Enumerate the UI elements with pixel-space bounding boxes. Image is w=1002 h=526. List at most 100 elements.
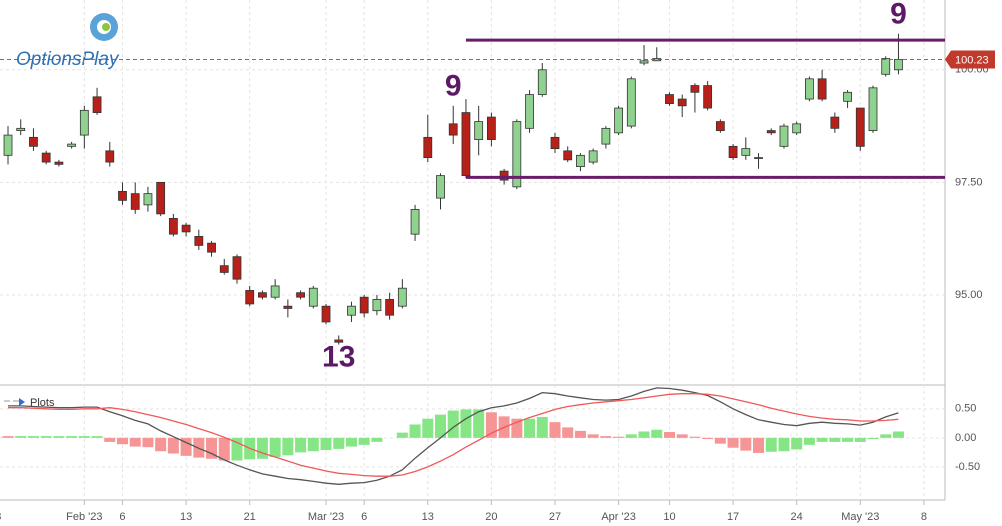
histogram-bar xyxy=(854,437,866,442)
candle-body xyxy=(54,161,64,165)
x-tick-label: Feb '23 xyxy=(66,511,102,523)
histogram-bar xyxy=(663,432,675,438)
candle-body xyxy=(359,296,369,314)
x-tick-label: 24 xyxy=(791,511,803,523)
candle-body xyxy=(436,175,445,199)
candle-body xyxy=(499,170,509,181)
histogram-bar xyxy=(116,437,128,445)
candle-body xyxy=(766,130,776,134)
candle-body xyxy=(588,150,598,163)
histogram-bar xyxy=(295,437,307,453)
histogram-bar xyxy=(562,427,574,438)
candle-body xyxy=(423,136,433,159)
histogram-bar xyxy=(104,437,116,442)
candle-body xyxy=(385,299,395,316)
histogram-bar xyxy=(422,418,434,438)
candle-body xyxy=(550,136,560,149)
candle-body xyxy=(3,134,13,156)
histogram-bar xyxy=(78,436,90,438)
candle-body xyxy=(143,193,153,206)
candle-body xyxy=(105,150,115,163)
histogram-bar xyxy=(473,409,485,438)
histogram-bar xyxy=(40,436,52,438)
histogram-bar xyxy=(702,437,714,440)
candle-body xyxy=(843,91,852,102)
x-tick-label: 13 xyxy=(422,511,434,523)
histogram-bar xyxy=(206,437,218,459)
candle-body xyxy=(779,125,789,147)
histogram-bar xyxy=(803,437,815,445)
candle-body xyxy=(665,94,674,104)
y-tick-label: 97.50 xyxy=(955,176,983,188)
histogram-bar xyxy=(829,437,841,442)
candle-body xyxy=(792,123,802,134)
legend-label: Plots xyxy=(30,397,55,409)
candle-body xyxy=(830,116,840,129)
candle-body xyxy=(372,299,382,312)
legend-toggle[interactable] xyxy=(19,398,25,406)
histogram-bar xyxy=(816,437,828,442)
histogram-bar xyxy=(536,416,548,438)
candle-body xyxy=(181,224,191,233)
last-price-label: 100.23 xyxy=(955,54,989,66)
candle-body xyxy=(461,112,471,177)
candle-body xyxy=(855,107,865,147)
x-tick-label: 10 xyxy=(663,511,675,523)
histogram-bar xyxy=(892,431,904,438)
candle-body xyxy=(474,121,484,140)
signal-line xyxy=(8,393,899,477)
candle-body xyxy=(525,94,534,129)
candle-body xyxy=(67,143,77,147)
histogram-bar xyxy=(651,429,663,438)
histogram-bar xyxy=(396,432,408,438)
candle-body xyxy=(601,127,611,145)
histogram-bar xyxy=(180,437,192,456)
y-tick-label: 0.00 xyxy=(955,432,976,444)
logo-text: OptionsPlay xyxy=(16,49,120,70)
candle-body xyxy=(347,305,356,316)
x-tick-label: May '23 xyxy=(841,511,879,523)
histogram-bar xyxy=(778,437,790,452)
x-tick-label: 27 xyxy=(549,511,561,523)
histogram-bar xyxy=(447,410,459,438)
candle-body xyxy=(283,305,293,309)
candle-body xyxy=(639,60,649,64)
y-tick-label: -0.50 xyxy=(955,461,980,473)
histogram-bar xyxy=(676,434,688,438)
histogram-bar xyxy=(320,437,332,451)
candle-body xyxy=(29,136,38,147)
histogram-bar xyxy=(155,437,167,452)
candle-body xyxy=(728,145,738,159)
candle-body xyxy=(118,190,127,201)
histogram-bar xyxy=(587,434,599,438)
macd-line xyxy=(8,387,899,485)
candle-body xyxy=(207,242,216,253)
candle-body xyxy=(16,127,26,131)
candle-body xyxy=(805,78,814,100)
histogram-bar xyxy=(282,437,294,456)
annotation: 9 xyxy=(445,70,462,103)
histogram-bar xyxy=(625,434,637,438)
candle-body xyxy=(41,152,51,163)
candle-body xyxy=(576,154,585,168)
candle-body xyxy=(92,96,102,113)
candle-body xyxy=(537,69,547,95)
histogram-bar xyxy=(574,430,586,438)
candle-body xyxy=(703,85,713,109)
candle-body xyxy=(410,208,420,235)
histogram-bar xyxy=(27,436,39,438)
histogram-bar xyxy=(358,437,370,445)
candle-body xyxy=(130,193,140,210)
candle-body xyxy=(232,256,242,280)
annotation: 13 xyxy=(322,340,355,373)
x-tick-label: Mar '23 xyxy=(308,511,344,523)
histogram-bar xyxy=(142,437,154,448)
histogram-bar xyxy=(689,436,701,438)
x-tick-label: 17 xyxy=(727,511,739,523)
histogram-bar xyxy=(53,436,65,438)
histogram-bar xyxy=(880,434,892,438)
histogram-bar xyxy=(333,437,345,449)
histogram-bar xyxy=(485,412,497,438)
histogram-bar xyxy=(2,436,14,438)
